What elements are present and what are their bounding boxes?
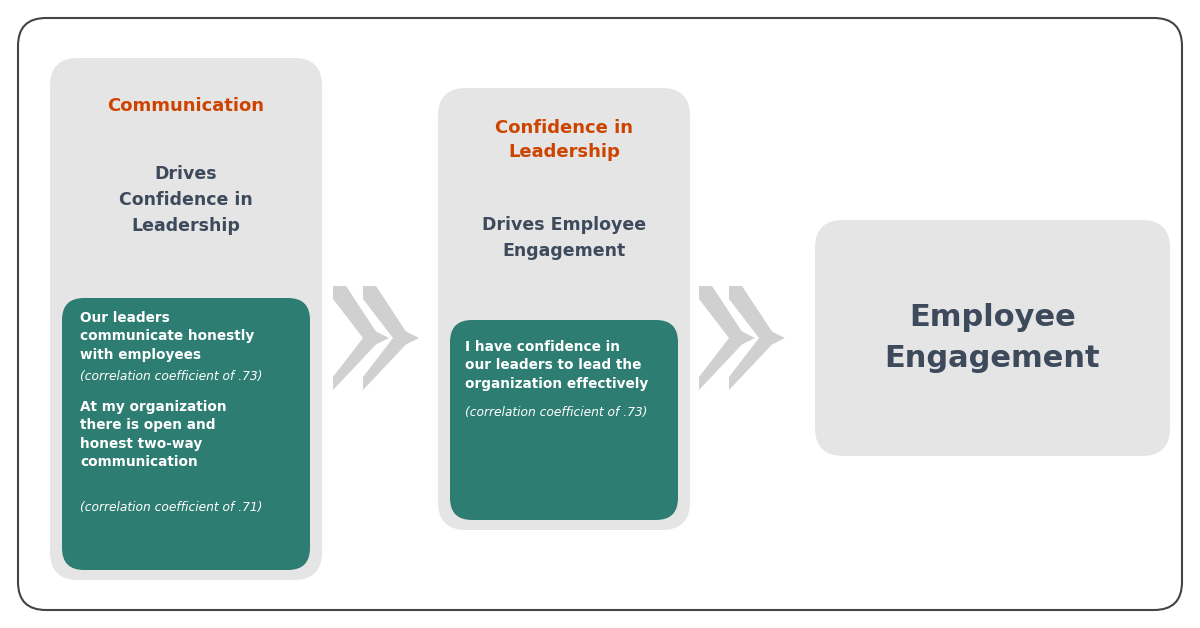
Text: (correlation coefficient of .71): (correlation coefficient of .71)	[80, 501, 263, 514]
FancyBboxPatch shape	[62, 298, 310, 570]
Polygon shape	[364, 286, 419, 390]
Text: (correlation coefficient of .73): (correlation coefficient of .73)	[466, 406, 647, 419]
Text: Drives Employee
Engagement: Drives Employee Engagement	[482, 217, 646, 259]
FancyBboxPatch shape	[815, 220, 1170, 456]
Polygon shape	[728, 286, 785, 390]
Text: Drives
Confidence in
Leadership: Drives Confidence in Leadership	[119, 165, 253, 235]
Text: I have confidence in
our leaders to lead the
organization effectively: I have confidence in our leaders to lead…	[466, 340, 648, 391]
FancyBboxPatch shape	[50, 58, 322, 580]
Text: Our leaders
communicate honestly
with employees: Our leaders communicate honestly with em…	[80, 311, 254, 362]
Polygon shape	[334, 286, 389, 390]
Text: Employee
Engagement: Employee Engagement	[884, 303, 1100, 373]
FancyBboxPatch shape	[438, 88, 690, 530]
Polygon shape	[698, 286, 755, 390]
FancyBboxPatch shape	[18, 18, 1182, 610]
Text: Communication: Communication	[108, 97, 264, 115]
Text: At my organization
there is open and
honest two-way
communication: At my organization there is open and hon…	[80, 400, 227, 469]
Text: Confidence in
Leadership: Confidence in Leadership	[496, 119, 634, 161]
Text: (correlation coefficient of .73): (correlation coefficient of .73)	[80, 370, 263, 383]
FancyBboxPatch shape	[62, 80, 310, 308]
FancyBboxPatch shape	[450, 320, 678, 520]
FancyBboxPatch shape	[450, 110, 678, 330]
